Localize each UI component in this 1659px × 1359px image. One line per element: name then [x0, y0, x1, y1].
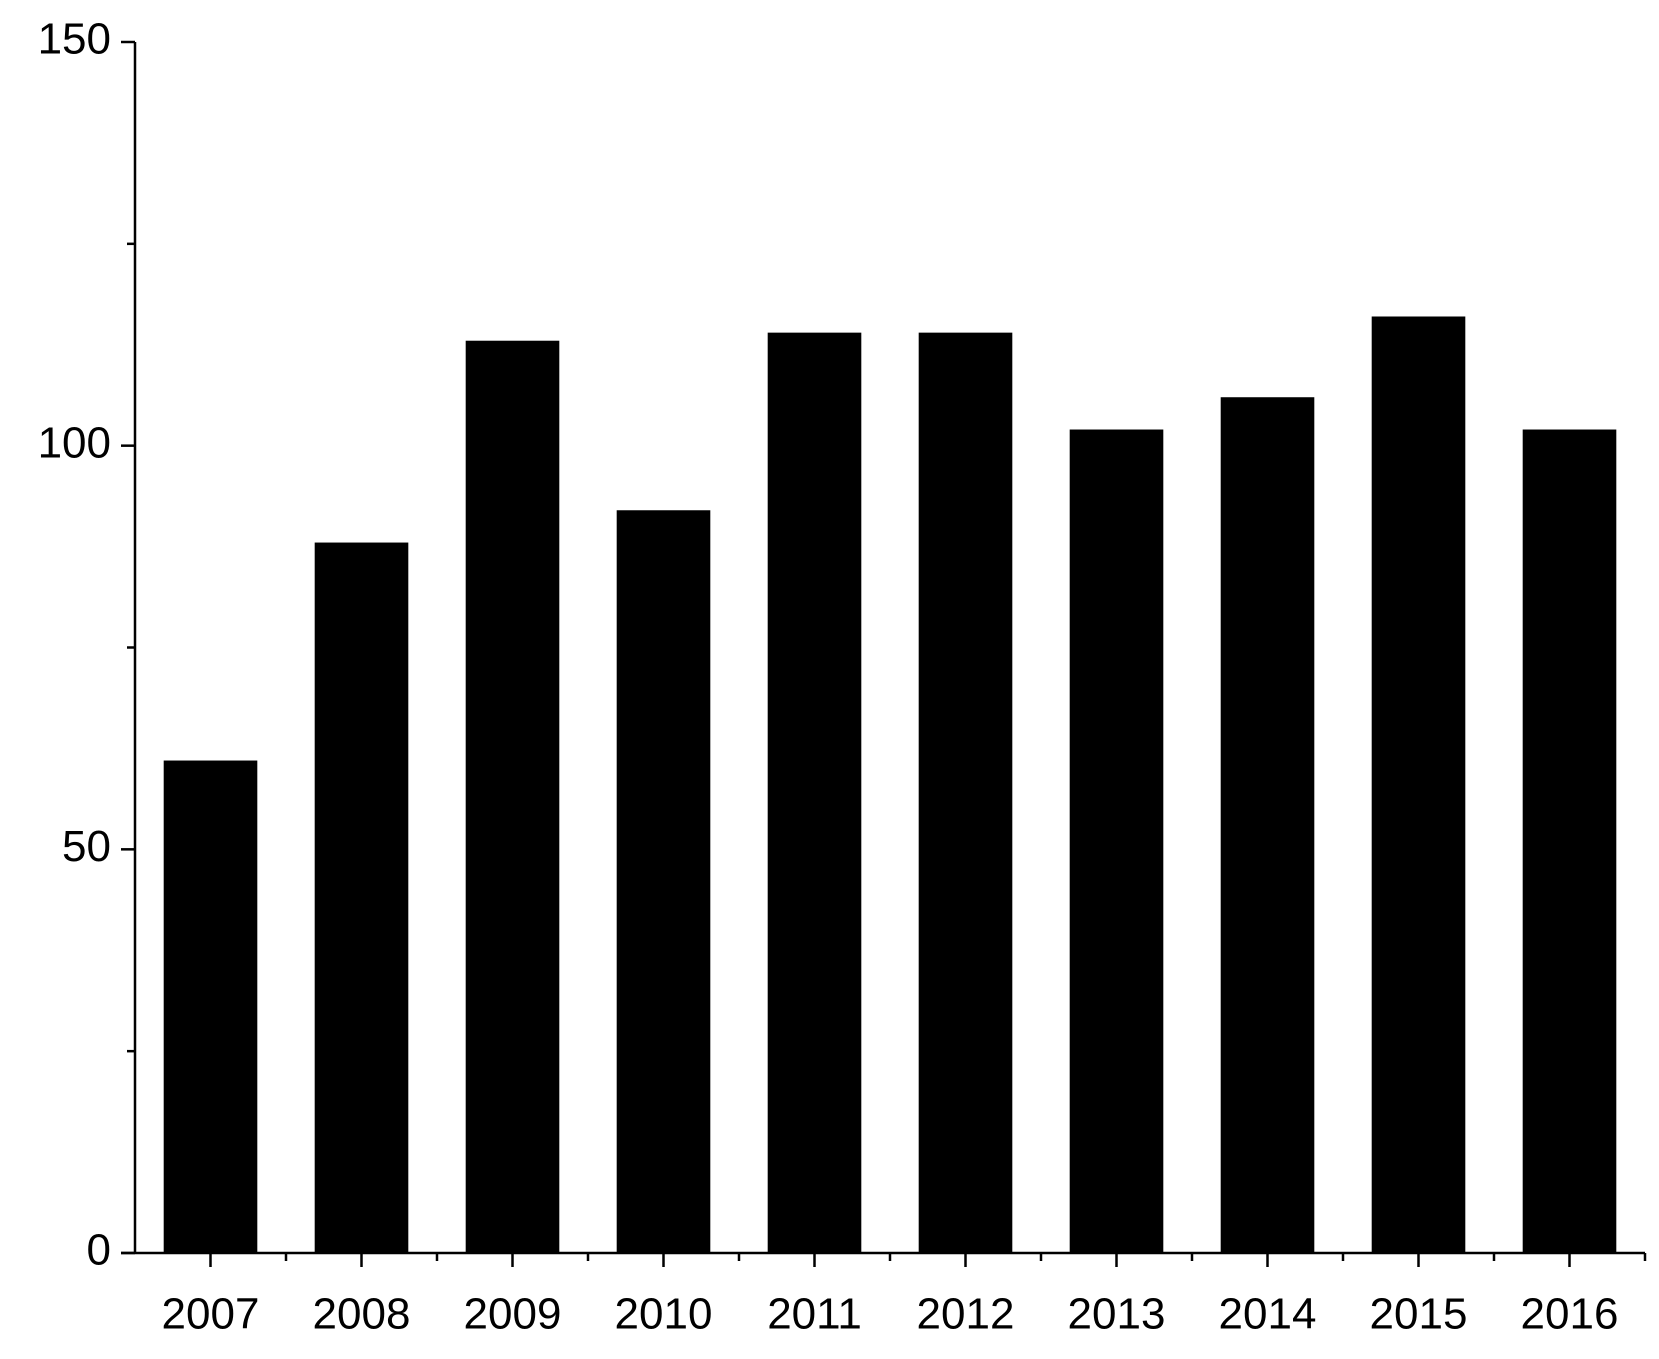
y-tick-label: 150 [38, 15, 111, 64]
bar [465, 340, 560, 1253]
x-tick-label: 2010 [615, 1290, 713, 1339]
x-tick-label: 2012 [917, 1290, 1015, 1339]
bar [163, 760, 258, 1253]
x-tick-label: 2014 [1219, 1290, 1317, 1339]
x-tick-label: 2007 [162, 1290, 260, 1339]
bar [616, 510, 711, 1254]
y-tick-label: 0 [87, 1226, 111, 1275]
y-tick-label: 100 [38, 418, 111, 467]
bar [314, 542, 409, 1253]
bar [1522, 429, 1617, 1253]
x-tick-label: 2016 [1521, 1290, 1619, 1339]
y-tick-label: 50 [62, 822, 111, 871]
bar [918, 332, 1013, 1253]
x-tick-label: 2013 [1068, 1290, 1166, 1339]
x-tick-label: 2008 [313, 1290, 411, 1339]
bar [1371, 316, 1466, 1253]
bar [1069, 429, 1164, 1253]
x-tick-label: 2015 [1370, 1290, 1468, 1339]
bar [1220, 397, 1315, 1253]
bar [767, 332, 862, 1253]
x-tick-label: 2011 [767, 1290, 862, 1339]
x-tick-label: 2009 [464, 1290, 562, 1339]
